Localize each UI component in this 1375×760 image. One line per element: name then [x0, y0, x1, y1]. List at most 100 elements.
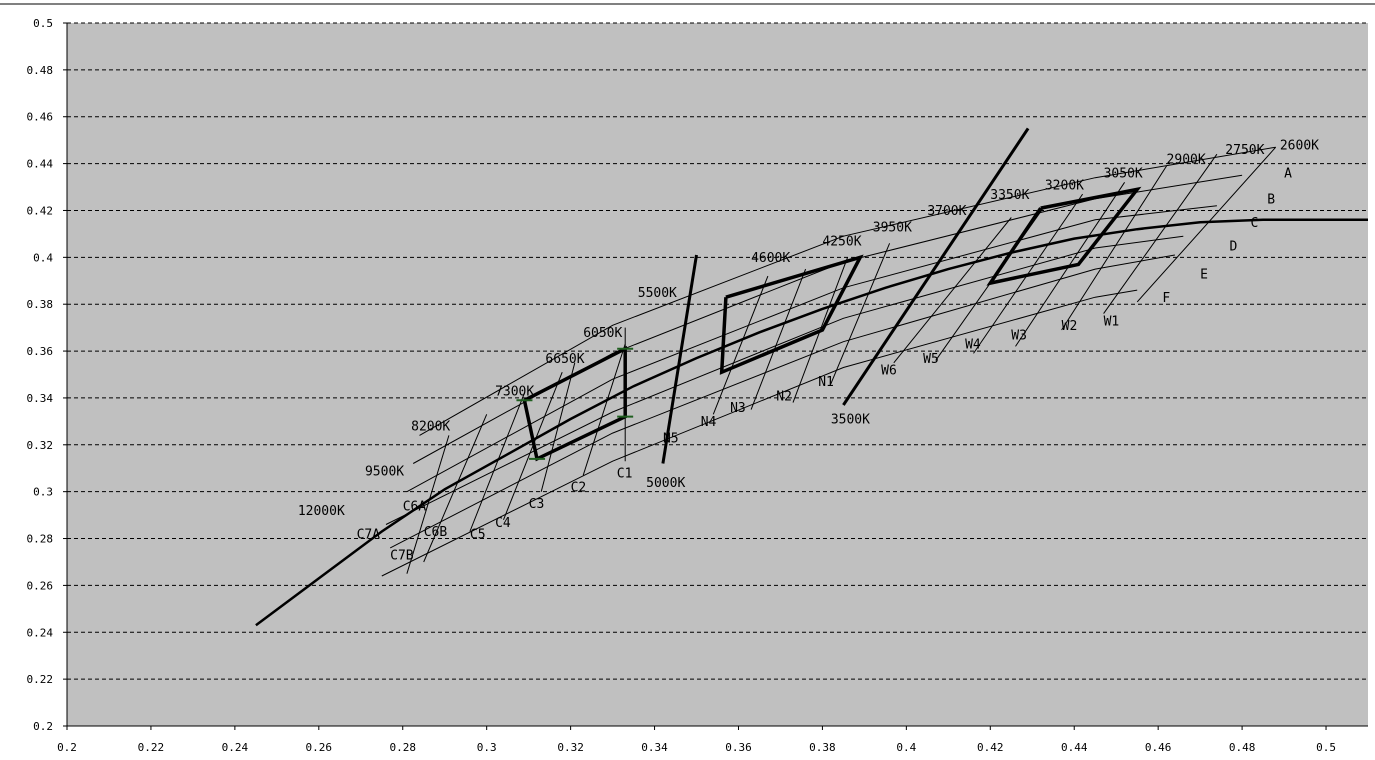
thin-grid-line — [381, 289, 1138, 577]
annotation-label: 5000K — [646, 476, 685, 491]
annotation-label: D — [1230, 239, 1238, 254]
x-tick-label: 0.48 — [1229, 741, 1256, 754]
thin-grid-line — [582, 343, 626, 476]
x-tick-label: 0.22 — [138, 741, 165, 754]
annotation-label: W3 — [1011, 328, 1027, 343]
annotation-label: C7B — [390, 549, 414, 564]
annotation-label: 12000K — [298, 504, 345, 519]
annotation-label: C5 — [470, 528, 486, 543]
annotation-label: 2750K — [1225, 143, 1264, 158]
x-tick-label: 0.26 — [306, 741, 333, 754]
thin-grid-line — [469, 393, 525, 532]
curve-layer — [255, 218, 1368, 627]
annotation-label: 6650K — [545, 352, 584, 367]
annotation-label: 8200K — [411, 420, 450, 435]
annotation-label: N2 — [776, 389, 792, 404]
annotation-label: 4250K — [822, 235, 861, 250]
y-tick-label: 0.46 — [27, 111, 54, 124]
planckian-locus-curve — [255, 218, 1368, 627]
annotation-label: W6 — [881, 364, 897, 379]
y-tick-label: 0.2 — [33, 720, 53, 733]
annotation-label: C — [1250, 216, 1258, 231]
y-tick-label: 0.4 — [33, 251, 53, 264]
bin-quadrilateral — [986, 186, 1142, 286]
x-tick-label: 0.38 — [809, 741, 836, 754]
annotation-label: C2 — [571, 481, 587, 496]
annotation-label: N4 — [701, 415, 717, 430]
markers-layer — [516, 347, 634, 460]
thin-grid-line — [419, 146, 1276, 436]
y-tick-label: 0.5 — [33, 17, 53, 30]
annotation-label: W1 — [1104, 314, 1120, 329]
annotation-label: 3200K — [1045, 178, 1084, 193]
annotation-label: W2 — [1062, 319, 1078, 334]
x-tick-label: 0.3 — [477, 741, 497, 754]
thin-grid-line — [1015, 182, 1126, 347]
annotation-label: A — [1284, 167, 1292, 182]
y-tick-label: 0.28 — [27, 533, 54, 546]
thin-grid-line — [406, 435, 450, 574]
annotation-label: N5 — [663, 431, 679, 446]
y-tick-label: 0.36 — [27, 345, 54, 358]
annotation-label: C3 — [529, 497, 545, 512]
x-tick-label: 0.46 — [1145, 741, 1172, 754]
thin-grid-line — [385, 235, 1184, 525]
x-tick-label: 0.36 — [725, 741, 752, 754]
x-tick-label: 0.5 — [1316, 741, 1336, 754]
y-tick-label: 0.3 — [33, 486, 53, 499]
y-tick-label: 0.44 — [27, 158, 54, 171]
thick-lines-layer — [661, 127, 1030, 464]
y-tick-label: 0.32 — [27, 439, 54, 452]
annotation-label: E — [1200, 267, 1208, 282]
annotation-label: W4 — [965, 338, 981, 353]
annotation-label: 4600K — [751, 251, 790, 266]
annotation-label: N1 — [818, 375, 834, 390]
thin-lines-layer — [381, 146, 1277, 577]
annotation-label: B — [1267, 192, 1275, 207]
annotation-label: 6050K — [583, 326, 622, 341]
annotation-label: 3700K — [927, 204, 966, 219]
annotation-label: N3 — [730, 401, 746, 416]
thin-grid-line — [1061, 165, 1168, 331]
y-tick-label: 0.24 — [27, 626, 54, 639]
boundary-line — [661, 254, 698, 464]
x-tick-label: 0.44 — [1061, 741, 1088, 754]
x-tick-label: 0.4 — [896, 741, 916, 754]
annotation-label: 3950K — [873, 221, 912, 236]
annotation-label: 7300K — [495, 385, 534, 400]
x-tick-label: 0.24 — [222, 741, 249, 754]
x-tick-label: 0.32 — [557, 741, 584, 754]
annotation-label: 9500K — [365, 464, 404, 479]
annotation-label: 2600K — [1280, 139, 1319, 154]
axis-layer: 0.2 0.22 0.24 0.26 0.28 0.3 0.32 0.34 0.36 0.38 0.… — [0, 3, 1375, 754]
annotations-layer: 2600K 2750K 2900K 3050K 3200K 3350K 3700K 3950K… — [298, 139, 1319, 564]
thin-grid-line — [750, 268, 807, 410]
y-tick-label: 0.38 — [27, 298, 54, 311]
thin-grid-line — [1103, 153, 1218, 314]
annotation-label: C1 — [617, 467, 633, 482]
y-tick-label: 0.22 — [27, 673, 54, 686]
y-tick-label: 0.34 — [27, 392, 54, 405]
thin-grid-line — [830, 243, 891, 385]
thin-grid-line — [389, 254, 1175, 549]
y-tick-label: 0.26 — [27, 579, 54, 592]
annotation-label: 5500K — [638, 286, 677, 301]
boundary-line — [842, 127, 1030, 406]
annotation-label: 3500K — [831, 413, 870, 428]
annotation-label: C7A — [357, 528, 381, 543]
x-tick-label: 0.2 — [57, 741, 77, 754]
annotation-label: C4 — [495, 516, 511, 531]
x-tick-label: 0.42 — [977, 741, 1004, 754]
annotation-label: C6A — [403, 499, 427, 514]
annotation-label: C6B — [424, 525, 448, 540]
y-tick-label: 0.42 — [27, 204, 54, 217]
x-tick-label: 0.28 — [389, 741, 416, 754]
annotation-label: 3350K — [990, 188, 1029, 203]
annotation-label: W5 — [923, 352, 939, 367]
thin-grid-line — [423, 414, 488, 563]
annotation-label: F — [1162, 291, 1170, 306]
annotation-label: 3050K — [1104, 167, 1143, 182]
thin-grid-line — [1136, 146, 1277, 303]
x-tick-label: 0.34 — [641, 741, 668, 754]
